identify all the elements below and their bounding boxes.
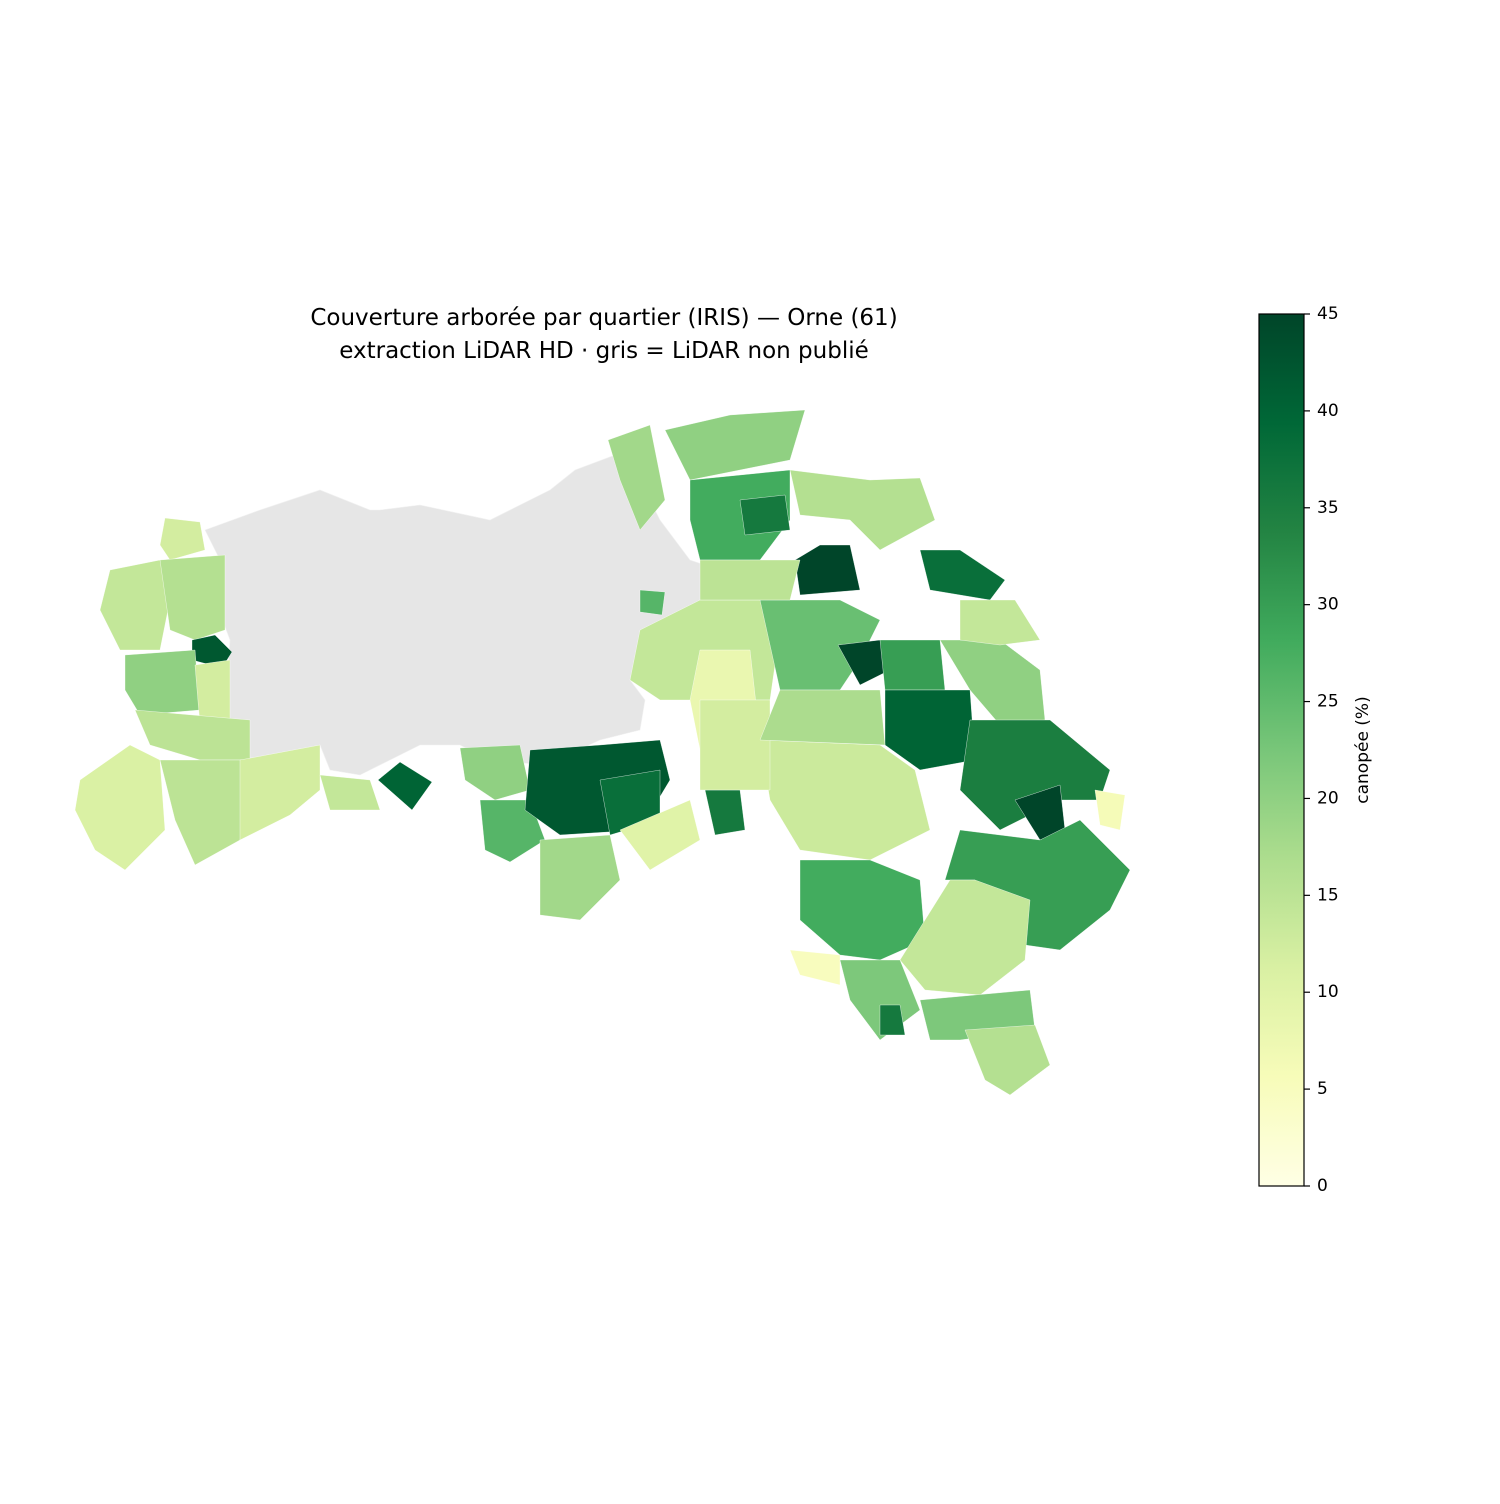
region	[619, 799, 701, 871]
colorbar-gradient	[1258, 313, 1305, 1187]
region	[99, 559, 171, 651]
regions	[74, 409, 1131, 1096]
region	[194, 659, 231, 726]
colorbar-label: canopée (%)	[1353, 696, 1373, 803]
chart-subtitle: extraction LiDAR HD · gris = LiDAR non p…	[339, 338, 869, 364]
colorbar-tick-label: 35	[1317, 498, 1339, 518]
region	[959, 599, 1041, 646]
colorbar-tick-label: 0	[1317, 1176, 1328, 1196]
region	[74, 744, 166, 871]
region	[789, 949, 841, 986]
colorbar-tick-label: 40	[1317, 401, 1339, 421]
colorbar-tick-label: 25	[1317, 692, 1339, 712]
region	[664, 409, 806, 481]
colorbar-tick-label: 15	[1317, 885, 1339, 905]
region	[319, 774, 381, 811]
colorbar-tick-label: 45	[1317, 304, 1339, 324]
colorbar-tick-label: 5	[1317, 1079, 1328, 1099]
region	[124, 649, 201, 716]
region	[459, 744, 531, 801]
region	[704, 789, 746, 836]
colorbar-tick-label: 30	[1317, 595, 1339, 615]
region	[739, 494, 791, 536]
region	[919, 549, 1006, 601]
region	[239, 744, 321, 841]
region	[159, 517, 206, 561]
region	[377, 761, 433, 811]
region	[884, 689, 976, 771]
region	[607, 424, 666, 531]
region	[879, 639, 946, 691]
chart-title: Couverture arborée par quartier (IRIS) —…	[310, 305, 897, 331]
colorbar-tick-label: 20	[1317, 788, 1339, 808]
region	[964, 1024, 1051, 1096]
region	[879, 1004, 906, 1036]
region	[159, 554, 226, 641]
region	[159, 759, 251, 866]
region	[699, 699, 771, 791]
region	[699, 559, 801, 601]
region	[759, 739, 931, 861]
colorbar: 0 5 10 15 20 25 30 35 40 45 canopée (%)	[1258, 304, 1373, 1196]
colorbar-tick-label: 10	[1317, 982, 1339, 1002]
region	[794, 544, 861, 596]
region	[959, 719, 1111, 831]
region	[799, 859, 926, 961]
region	[1094, 789, 1126, 831]
region	[539, 834, 621, 921]
region	[789, 469, 936, 551]
region	[759, 689, 886, 746]
region	[479, 799, 546, 863]
region	[639, 589, 666, 616]
region	[899, 879, 1031, 996]
